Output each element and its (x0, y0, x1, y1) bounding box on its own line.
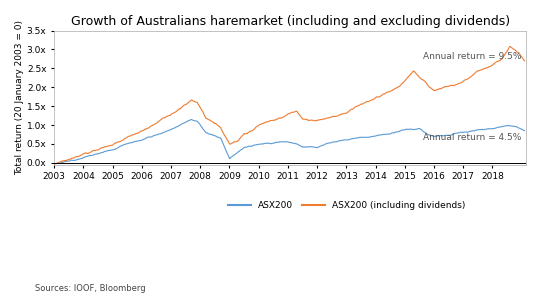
ASX200 (51, 162, 57, 166)
Text: Annual return = 4.5%: Annual return = 4.5% (423, 133, 522, 142)
ASX200 (522, 129, 528, 133)
ASX200 (including dividends) (522, 59, 528, 62)
Legend: ASX200, ASX200 (including dividends): ASX200, ASX200 (including dividends) (225, 198, 469, 214)
ASX200 (457, 131, 463, 134)
Line: ASX200 (including dividends): ASX200 (including dividends) (54, 46, 525, 164)
Text: Annual return = 9.5%: Annual return = 9.5% (423, 52, 522, 61)
ASX200 (including dividends) (337, 113, 343, 117)
ASX200 (188, 118, 195, 121)
ASX200 (337, 139, 344, 142)
Y-axis label: Total return (20 January 2003 = 0): Total return (20 January 2003 = 0) (15, 20, 24, 175)
ASX200 (80, 156, 86, 160)
ASX200 (including dividends) (51, 162, 57, 166)
ASX200 (including dividends) (80, 152, 86, 156)
ASX200 (351, 136, 358, 140)
ASX200 (including dividends) (408, 72, 414, 75)
Line: ASX200: ASX200 (54, 119, 525, 164)
Title: Growth of Australians haremarket (including and excluding dividends): Growth of Australians haremarket (includ… (70, 15, 510, 28)
ASX200 (including dividends) (506, 45, 513, 48)
ASX200 (including dividends) (456, 81, 463, 85)
ASX200 (including dividends) (351, 107, 357, 110)
Text: Sources: IOOF, Bloomberg: Sources: IOOF, Bloomberg (35, 284, 146, 293)
ASX200 (408, 128, 415, 131)
ASX200 (including dividends) (324, 116, 331, 120)
ASX200 (325, 141, 331, 145)
